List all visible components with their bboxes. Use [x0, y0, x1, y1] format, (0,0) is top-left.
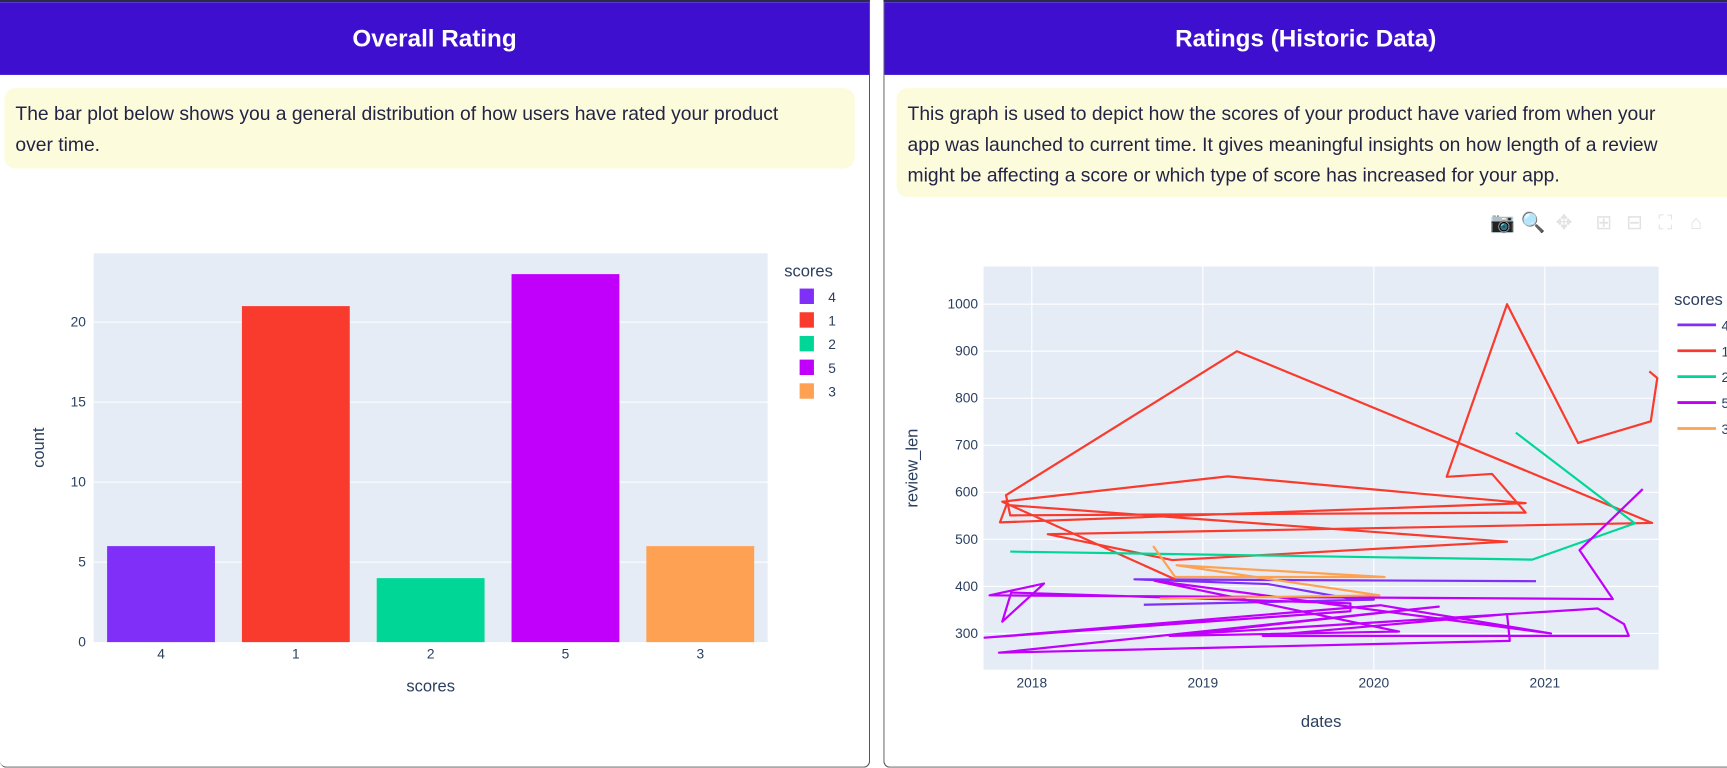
legend-swatch: [799, 383, 814, 399]
bar-1: [241, 306, 350, 643]
panel-title: Overall Rating: [0, 2, 870, 75]
x-tick-label: 2: [427, 647, 435, 662]
legend-swatch: [799, 335, 814, 352]
legend-label: 1: [828, 313, 836, 328]
legend-label: 2: [1721, 370, 1727, 385]
y-tick-label: 1000: [947, 297, 978, 312]
legend-label: 3: [1721, 422, 1727, 437]
legend-title: scores: [1674, 290, 1723, 309]
y-tick-label: 15: [71, 395, 87, 410]
y-tick-label: 900: [955, 344, 978, 359]
zoom-in-icon[interactable]: ⊞: [1595, 211, 1612, 234]
x-tick-label: 3: [696, 647, 704, 662]
y-axis-title: count: [29, 427, 48, 468]
y-tick-label: 10: [71, 475, 87, 490]
legend-label: 3: [828, 385, 836, 400]
series-line-5: [983, 488, 1644, 654]
home-icon[interactable]: ⌂: [1690, 211, 1703, 234]
legend-label: 2: [828, 337, 836, 352]
legend-swatch: [799, 359, 814, 376]
pan-icon[interactable]: ✥: [1555, 211, 1573, 234]
y-tick-label: 400: [955, 579, 978, 594]
description-line: This graph is used to depict how the sco…: [907, 102, 1656, 125]
y-tick-label: 800: [955, 391, 978, 406]
zoom-icon[interactable]: 🔍: [1520, 211, 1546, 234]
series-line-4: [1133, 578, 1537, 606]
description-box: The bar plot below shows you a general d…: [4, 88, 855, 169]
legend-label: 4: [828, 290, 836, 305]
bar-2: [376, 578, 485, 643]
x-tick-label: 1: [292, 647, 300, 662]
bar-5: [511, 274, 620, 643]
bar-3: [646, 546, 755, 643]
legend-label: 5: [828, 361, 836, 376]
y-tick-label: 5: [78, 555, 86, 570]
series-group: [983, 303, 1659, 654]
y-tick-label: 300: [955, 626, 978, 641]
legend-title: scores: [784, 261, 833, 280]
y-tick-label: 20: [71, 315, 87, 330]
x-tick-label: 2019: [1188, 675, 1219, 690]
legend-swatch: [799, 288, 814, 304]
series-line-1: [998, 303, 1659, 581]
x-tick-label: 4: [157, 647, 165, 662]
x-tick-label: 2018: [1017, 675, 1048, 690]
series-line-3: [1152, 545, 1386, 600]
x-tick-label: 2020: [1359, 675, 1390, 690]
description-line: over time.: [15, 133, 101, 156]
autoscale-icon[interactable]: ⛶: [1658, 211, 1673, 234]
description-box: This graph is used to depict how the sco…: [896, 88, 1727, 198]
y-tick-label: 600: [955, 485, 978, 500]
y-tick-label: 700: [955, 438, 978, 453]
legend-label: 1: [1721, 344, 1727, 359]
legend-label: 5: [1721, 396, 1727, 411]
zoom-out-icon[interactable]: ⊟: [1626, 211, 1643, 234]
x-axis-title: dates: [1301, 712, 1341, 731]
panel-title: Ratings (Historic Data): [884, 2, 1727, 75]
y-tick-label: 0: [78, 635, 86, 650]
legend-swatch: [799, 312, 814, 328]
y-axis-title: review_len: [902, 429, 921, 508]
x-axis-title: scores: [406, 677, 455, 696]
description-line: might be affecting a score or which type…: [907, 164, 1560, 187]
camera-icon[interactable]: 📷: [1489, 211, 1515, 234]
legend-label: 4: [1721, 318, 1727, 333]
plot-modebar: 📷 🔍 ✥ ⊞ ⊟ ⛶ ⌂: [1487, 209, 1712, 235]
x-tick-label: 2021: [1530, 675, 1561, 690]
description-line: app was launched to current time. It giv…: [907, 133, 1658, 156]
bar-4: [107, 546, 215, 643]
series-line-2: [1010, 431, 1636, 561]
description-line: The bar plot below shows you a general d…: [15, 102, 779, 125]
x-tick-label: 5: [562, 647, 570, 662]
y-tick-label: 500: [955, 532, 978, 547]
